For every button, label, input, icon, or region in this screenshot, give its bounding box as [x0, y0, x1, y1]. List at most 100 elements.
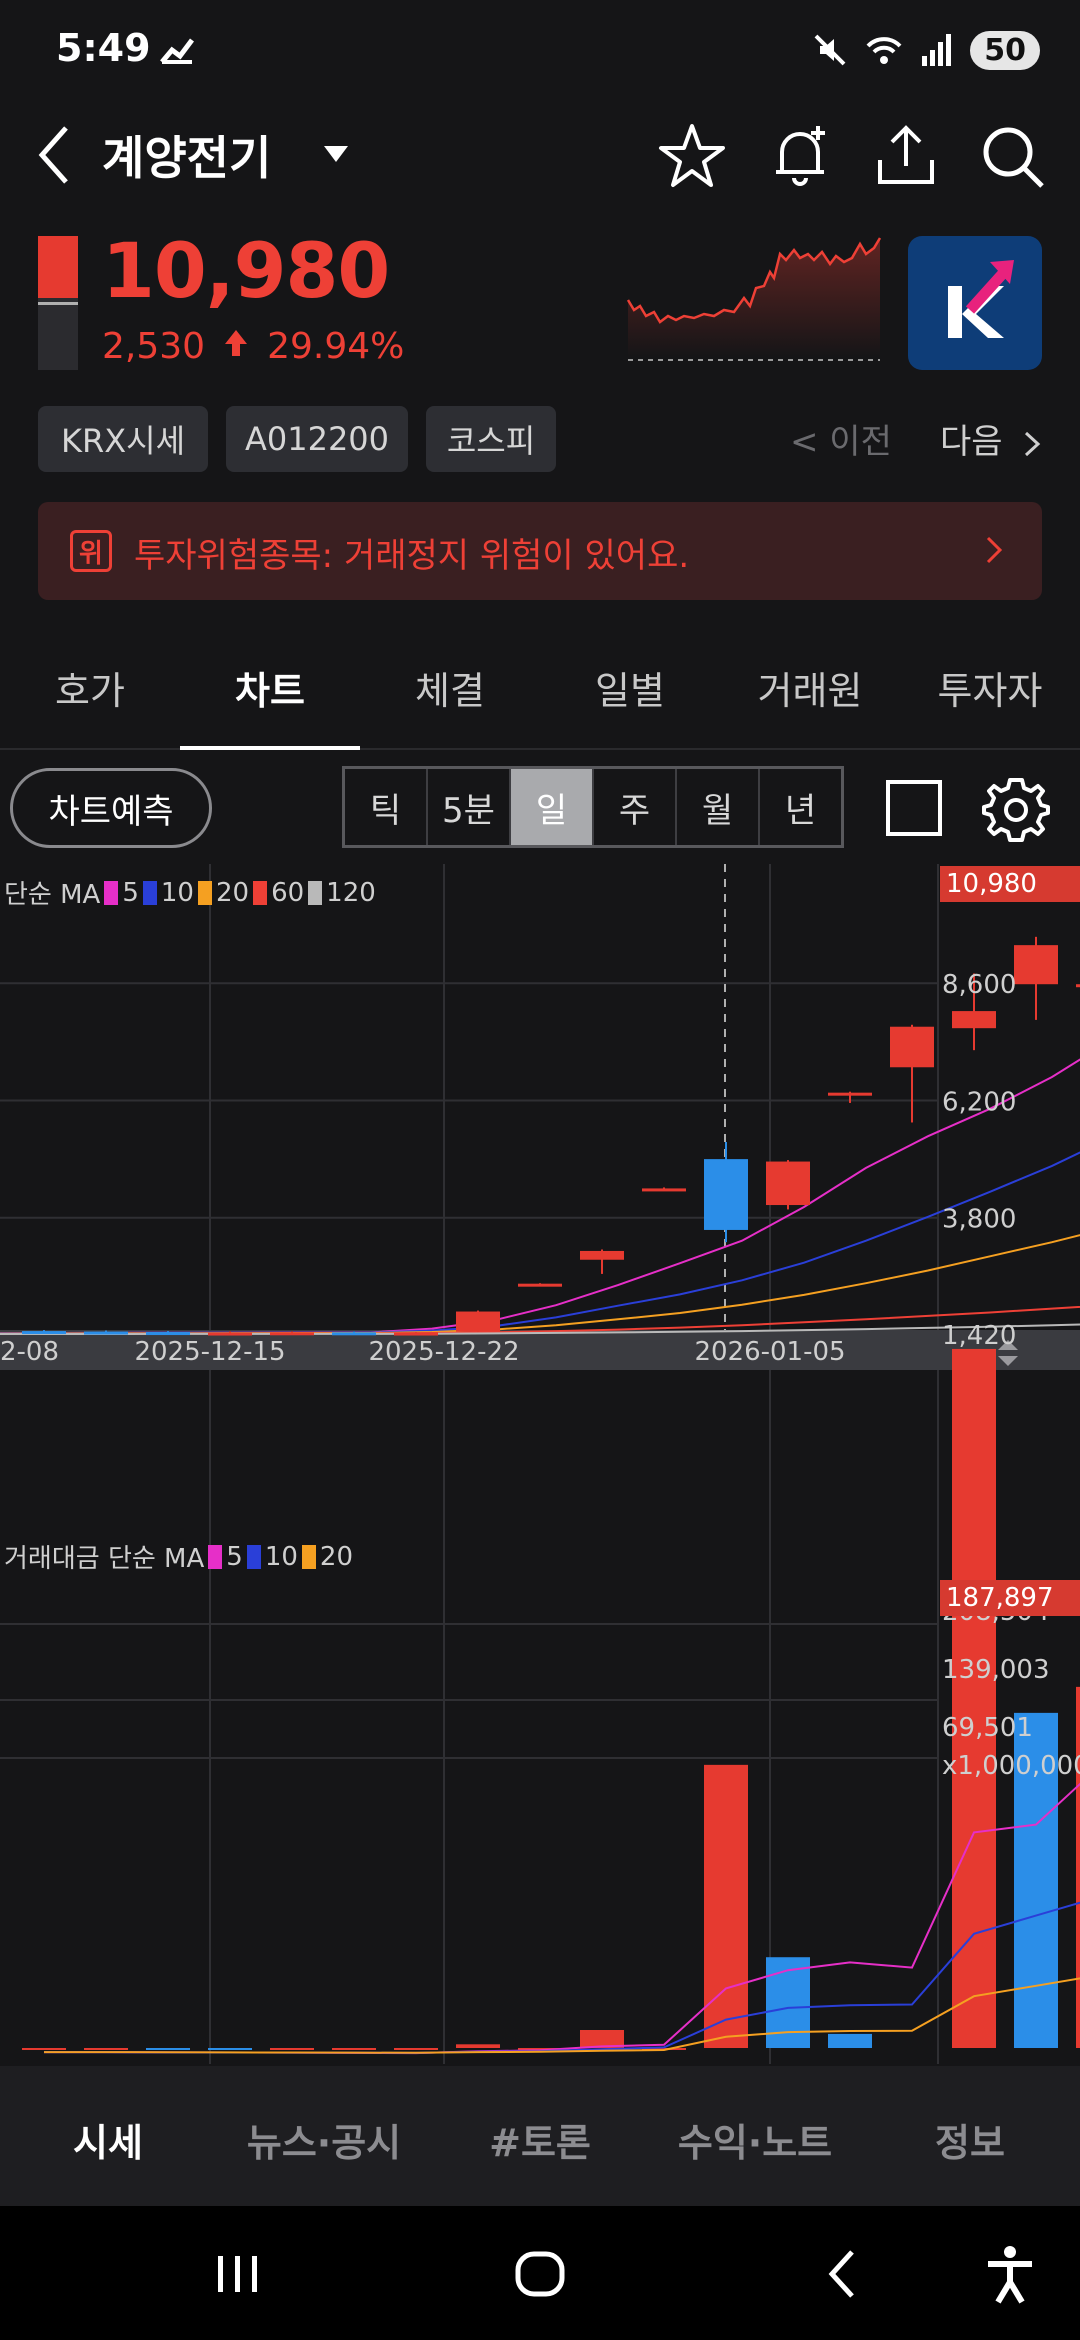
bottom-tab-discussion[interactable]: #토론	[489, 2121, 591, 2165]
tab-brokers[interactable]: 거래원	[757, 669, 863, 713]
ma10-label: 10	[160, 877, 194, 908]
active-tab-indicator	[180, 746, 360, 750]
system-nav-bar	[0, 2206, 1080, 2340]
back-icon[interactable]	[30, 122, 80, 188]
search-icon[interactable]	[976, 120, 1048, 192]
chart-area[interactable]: 8,600 6,200 3,800 1,420 2-08 2025-12-15 2025-1…	[0, 864, 1080, 2064]
volume-bar	[828, 2033, 872, 2048]
prev-stock-button[interactable]: < 이전	[790, 422, 892, 462]
volume-bar	[704, 1764, 748, 2048]
volume-bar	[22, 2048, 66, 2050]
period-day[interactable]: 일	[511, 769, 594, 845]
stock-name[interactable]: 계양전기	[102, 131, 272, 185]
tab-investors[interactable]: 투자자	[937, 669, 1043, 713]
price-tick-label: 8,600	[942, 970, 1016, 1000]
vol-ma5-swatch	[208, 1544, 223, 1569]
bottom-tab-news[interactable]: 뉴스·공시	[246, 2121, 402, 2165]
volume-tick-label: 69,501	[942, 1713, 1033, 1743]
ma120-line	[0, 1323, 1080, 1335]
volume-tick-label: x1,000,000	[942, 1751, 1080, 1781]
price-tick-label: 3,800	[942, 1205, 1016, 1235]
price-tick-label: 1,420	[942, 1321, 1016, 1351]
intraday-mini-chart	[626, 237, 882, 361]
volume-ma-legend: 거래대금 단순 MA 5 10 20	[4, 1538, 353, 1575]
volume-bar	[518, 2048, 562, 2050]
volume-bar	[952, 1348, 996, 2048]
recent-apps-icon[interactable]	[206, 2242, 270, 2306]
vol-ma20-swatch	[301, 1544, 316, 1569]
candle-body	[1076, 984, 1080, 988]
gear-icon[interactable]	[980, 772, 1052, 844]
date-tick-label: 2025-12-22	[368, 1337, 519, 1367]
chevron-right-icon	[986, 536, 1003, 564]
bottom-tab-quote[interactable]: 시세	[73, 2121, 143, 2165]
candle-body	[952, 1011, 996, 1029]
volume-bar	[146, 2048, 190, 2050]
day-range-gauge	[38, 236, 78, 370]
current-price-tag: 10,980	[940, 866, 1080, 902]
vol-ma5-label: 5	[226, 1541, 243, 1572]
volume-bar	[580, 2030, 624, 2048]
accessibility-icon[interactable]	[978, 2242, 1042, 2306]
tab-trades[interactable]: 체결	[415, 669, 485, 713]
chip-index[interactable]: 코스피	[426, 406, 556, 472]
volume-tick-label: 139,003	[942, 1655, 1050, 1685]
period-week[interactable]: 주	[594, 769, 677, 845]
bottom-nav: 시세 뉴스·공시 #토론 수익·노트 정보	[0, 2066, 1080, 2206]
period-tick[interactable]: 틱	[345, 769, 428, 845]
home-icon[interactable]	[508, 2242, 572, 2306]
chip-code[interactable]: A012200	[226, 406, 408, 472]
price-legend-label: 단순 MA	[4, 880, 101, 910]
change-amount: 2,530	[102, 326, 206, 367]
chart-predict-button[interactable]: 차트예측	[10, 768, 212, 848]
period-month[interactable]: 월	[677, 769, 760, 845]
ma5-swatch	[104, 880, 119, 905]
current-volume-tag: 187,897	[940, 1580, 1080, 1616]
vol-ma20-label: 20	[319, 1541, 354, 1572]
back-nav-icon[interactable]	[812, 2242, 876, 2306]
status-graph-icon	[160, 38, 194, 64]
risk-warning-banner[interactable]: 위 투자위험종목: 거래정지 위험이 있어요.	[38, 502, 1042, 600]
star-icon[interactable]	[656, 120, 728, 192]
volume-bar	[394, 2048, 438, 2050]
vol-ma10-label: 10	[264, 1541, 298, 1572]
header: 계양전기	[0, 110, 1080, 200]
chip-market[interactable]: KRX시세	[38, 406, 208, 472]
volume-bar	[332, 2048, 376, 2050]
price-change: 2,530 29.94%	[102, 326, 404, 367]
candle-body	[1014, 945, 1058, 985]
share-icon[interactable]	[870, 120, 942, 192]
candle-body	[208, 1332, 252, 1336]
tab-orderbook[interactable]: 호가	[55, 669, 125, 713]
volume-bar	[1076, 1686, 1080, 2048]
ma120-label: 120	[326, 877, 376, 908]
ma120-swatch	[308, 880, 323, 905]
mute-icon	[814, 34, 846, 66]
period-5min[interactable]: 5분	[428, 769, 511, 845]
tab-daily[interactable]: 일별	[595, 669, 665, 713]
tab-chart[interactable]: 차트	[235, 669, 305, 713]
bell-add-icon[interactable]	[764, 120, 836, 192]
volume-bar	[1014, 1712, 1058, 2048]
price-chart[interactable]: 8,600 6,200 3,800 1,420 2-08 2025-12-15 2025-1…	[0, 864, 1080, 2064]
vol-ma20-line	[44, 1977, 1080, 2054]
wifi-icon	[866, 37, 902, 64]
tab-divider	[0, 748, 1080, 750]
volume-bar	[270, 2048, 314, 2050]
resize-handle-icon	[998, 1340, 1018, 1366]
candle-body	[146, 1332, 190, 1336]
candle-body	[518, 1283, 562, 1287]
period-year[interactable]: 년	[784, 790, 817, 831]
dropdown-icon[interactable]	[318, 136, 354, 172]
volume-legend-label: 거래대금 단순 MA	[4, 1544, 205, 1574]
bottom-tab-profit-note[interactable]: 수익·노트	[677, 2121, 833, 2165]
fullscreen-icon[interactable]	[878, 772, 950, 844]
status-bar: 5:49 50	[0, 0, 1080, 100]
volume-bar	[208, 2048, 252, 2050]
price-ma-legend: 단순 MA 5 10 20 60 120	[4, 874, 376, 911]
bottom-tab-info[interactable]: 정보	[935, 2121, 1005, 2165]
kiwoom-logo[interactable]	[908, 236, 1042, 370]
date-tick-label: 2-08	[0, 1337, 59, 1367]
next-stock-button[interactable]: 다음	[940, 414, 1043, 463]
candle-body	[580, 1250, 624, 1260]
